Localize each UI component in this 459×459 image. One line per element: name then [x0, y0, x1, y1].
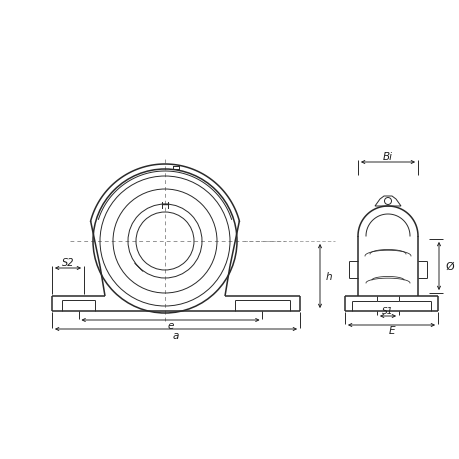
- Text: S2: S2: [62, 257, 74, 268]
- Text: e: e: [167, 320, 174, 330]
- Text: a: a: [173, 330, 179, 340]
- Text: S1: S1: [381, 306, 393, 315]
- Text: Bi: Bi: [382, 151, 392, 162]
- Text: E: E: [387, 325, 394, 335]
- Text: Ø: Ø: [444, 262, 453, 271]
- Text: h: h: [325, 271, 332, 281]
